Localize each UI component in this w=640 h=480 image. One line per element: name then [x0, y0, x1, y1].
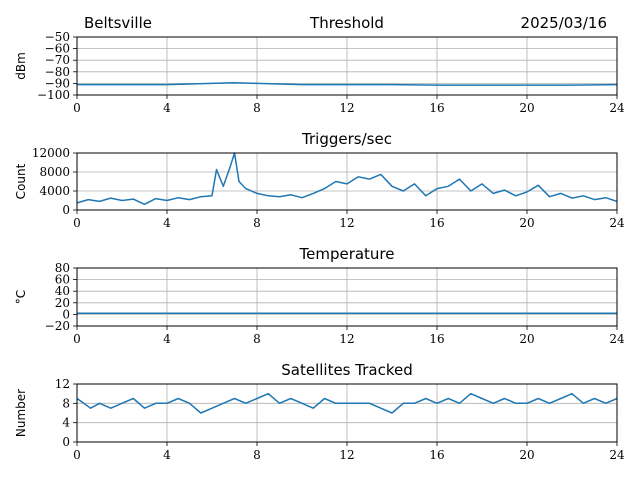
x-tick-label: 12 [339, 216, 354, 230]
y-tick-label: −90 [45, 76, 70, 90]
x-tick-label: 12 [339, 332, 354, 346]
x-tick-label: 8 [253, 216, 261, 230]
x-tick-label: 0 [73, 216, 81, 230]
x-tick-label: 24 [609, 448, 625, 462]
y-tick-label: −60 [45, 42, 70, 56]
y-tick-label: −50 [45, 30, 70, 44]
y-tick-label: 80 [55, 261, 70, 275]
series-line [76, 152, 618, 206]
y-tick-label: −100 [37, 88, 70, 102]
chart-title: Triggers/sec [301, 130, 392, 148]
x-tick-label: 4 [163, 448, 171, 462]
x-tick-label: 24 [609, 332, 625, 346]
x-tick-label: 20 [519, 101, 534, 115]
x-tick-label: 0 [73, 101, 81, 115]
series-line [76, 392, 618, 414]
x-tick-label: 0 [73, 332, 81, 346]
x-tick-label: 8 [253, 332, 261, 346]
y-tick-label: −80 [45, 65, 70, 79]
x-tick-label: 24 [609, 101, 625, 115]
x-tick-label: 20 [519, 448, 534, 462]
x-tick-label: 20 [519, 332, 534, 346]
y-tick-label: 8 [62, 396, 70, 410]
x-tick-label: 8 [253, 448, 261, 462]
y-tick-label: 40 [55, 284, 70, 298]
chart-title: Threshold [309, 14, 384, 32]
x-tick-label: 4 [163, 101, 171, 115]
y-axis-label: Count [14, 163, 28, 199]
y-tick-label: −70 [45, 53, 70, 67]
x-tick-label: 12 [339, 101, 354, 115]
x-tick-label: 20 [519, 216, 534, 230]
y-tick-label: 60 [55, 273, 70, 287]
x-tick-label: 8 [253, 101, 261, 115]
x-tick-label: 16 [429, 448, 444, 462]
x-tick-label: 24 [609, 216, 625, 230]
series-line [77, 82, 618, 86]
x-tick-label: 12 [339, 448, 354, 462]
y-tick-label: 12 [55, 377, 70, 391]
y-tick-label: 20 [55, 296, 70, 310]
chart-title: Satellites Tracked [281, 361, 412, 379]
y-axis-label: Number [14, 389, 28, 437]
y-axis-label: dBm [14, 52, 28, 80]
y-tick-label: 4 [62, 416, 70, 430]
y-tick-label: 0 [62, 307, 70, 321]
x-tick-label: 16 [429, 332, 444, 346]
x-tick-label: 16 [429, 101, 444, 115]
x-tick-label: 0 [73, 448, 81, 462]
x-tick-label: 16 [429, 216, 444, 230]
y-tick-label: −20 [45, 319, 70, 333]
x-tick-label: 4 [163, 216, 171, 230]
y-tick-label: 0 [62, 435, 70, 449]
y-axis-label: °C [14, 290, 28, 304]
date-label: 2025/03/16 [521, 14, 607, 32]
location-label: Beltsville [84, 14, 152, 32]
y-tick-label: 4000 [39, 184, 70, 198]
y-tick-label: 8000 [39, 165, 70, 179]
chart-title: Temperature [298, 245, 394, 263]
y-tick-label: 0 [62, 203, 70, 217]
x-tick-label: 4 [163, 332, 171, 346]
y-tick-label: 12000 [32, 146, 70, 160]
